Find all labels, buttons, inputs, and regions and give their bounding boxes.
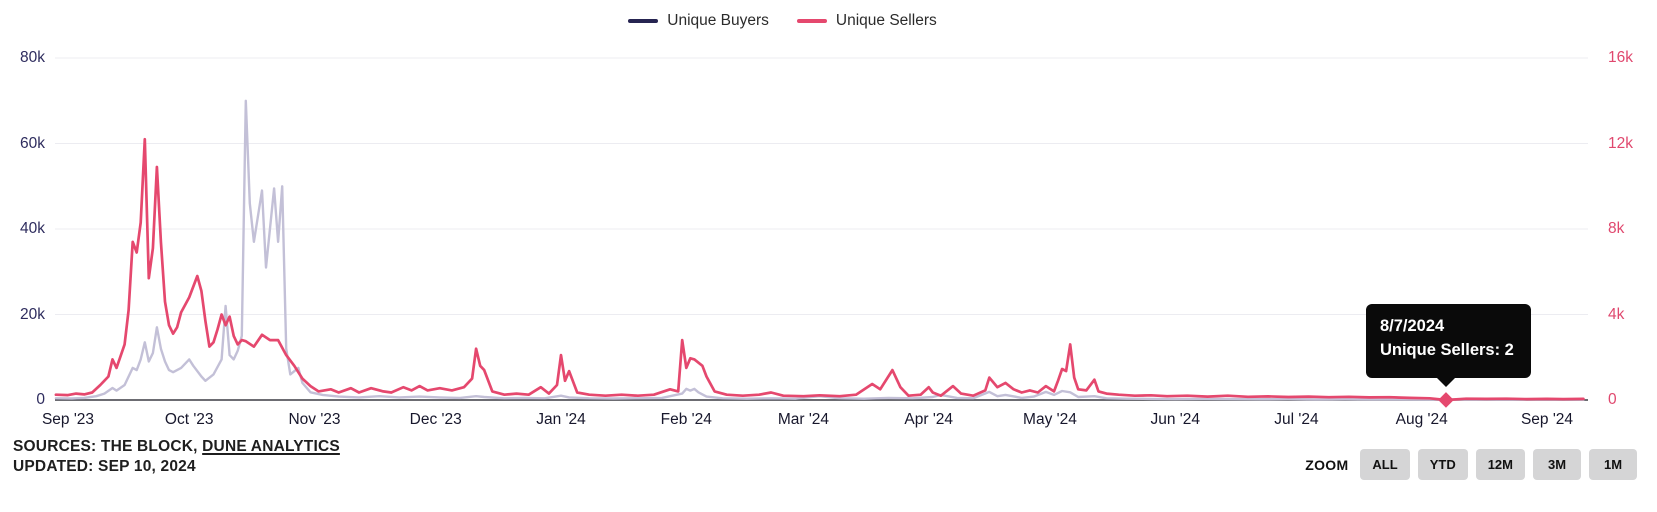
updated-label: UPDATED: SEP 10, 2024 bbox=[13, 458, 196, 476]
zoom-button-1m[interactable]: 1M bbox=[1589, 449, 1637, 480]
x-axis-tick: Feb '24 bbox=[660, 411, 712, 428]
x-axis-tick: Apr '24 bbox=[904, 411, 954, 428]
y-axis-right-tick: 8k bbox=[1608, 220, 1625, 237]
zoom-control: ZOOM ALL YTD 12M 3M 1M bbox=[1305, 449, 1637, 480]
x-axis-tick: Nov '23 bbox=[288, 411, 341, 428]
legend-item-unique-sellers[interactable]: Unique Sellers bbox=[796, 12, 937, 30]
y-axis-left-tick: 60k bbox=[20, 134, 45, 152]
x-axis-tick: Sep '23 bbox=[41, 411, 95, 428]
x-axis-tick: Sep '24 bbox=[1520, 411, 1574, 428]
y-axis-left-tick: 80k bbox=[20, 49, 45, 66]
zoom-button-all[interactable]: ALL bbox=[1360, 449, 1410, 480]
tooltip: 8/7/2024 Unique Sellers: 2 bbox=[1365, 304, 1531, 387]
buyers-line-swatch-icon bbox=[628, 19, 659, 23]
legend-label: Unique Sellers bbox=[835, 12, 937, 29]
y-axis-left-tick: 40k bbox=[20, 220, 45, 237]
highlighted-point-marker bbox=[1438, 392, 1454, 408]
zoom-button-ytd[interactable]: YTD bbox=[1417, 449, 1468, 480]
sellers-line-swatch-icon bbox=[796, 19, 827, 23]
tooltip-date: 8/7/2024 bbox=[1379, 317, 1445, 335]
legend-item-unique-buyers[interactable]: Unique Buyers bbox=[628, 12, 769, 30]
x-axis-tick: Dec '23 bbox=[409, 411, 462, 428]
y-axis-left-tick: 0 bbox=[36, 391, 45, 408]
x-axis-tick: Mar '24 bbox=[777, 411, 830, 428]
x-axis-tick: May '24 bbox=[1023, 411, 1077, 428]
x-axis-tick: Aug '24 bbox=[1395, 411, 1448, 428]
legend-label: Unique Buyers bbox=[667, 12, 769, 29]
y-axis-right-tick: 0 bbox=[1608, 391, 1617, 408]
x-axis-tick: Jun '24 bbox=[1150, 411, 1200, 428]
dune-analytics-link[interactable]: DUNE ANALYTICS bbox=[202, 438, 340, 455]
tooltip-arrow bbox=[1435, 377, 1456, 387]
y-axis-left-tick: 20k bbox=[20, 305, 45, 323]
x-axis-tick: Jul '24 bbox=[1274, 411, 1319, 428]
y-axis-right-tick: 16k bbox=[1608, 49, 1633, 66]
x-axis-tick: Oct '23 bbox=[164, 411, 214, 428]
x-axis-tick: Jan '24 bbox=[536, 411, 586, 428]
chart-legend: Unique Buyers Unique Sellers bbox=[0, 12, 1565, 30]
y-axis-right-tick: 12k bbox=[1608, 134, 1633, 152]
series-line-unique-buyers bbox=[54, 99, 1585, 401]
zoom-label: ZOOM bbox=[1305, 456, 1349, 473]
zoom-button-3m[interactable]: 3M bbox=[1533, 449, 1581, 480]
zoom-buttons-group: ALL YTD 12M 3M 1M bbox=[1360, 449, 1637, 480]
y-axis-right-tick: 4k bbox=[1608, 305, 1625, 323]
sources-block: SOURCES: THE BLOCK, DUNE ANALYTICS UPDAT… bbox=[13, 437, 340, 478]
series-line-unique-sellers bbox=[54, 137, 1585, 402]
sources-label: SOURCES: THE BLOCK, bbox=[13, 438, 198, 455]
zoom-button-12m[interactable]: 12M bbox=[1475, 449, 1525, 480]
tooltip-value: Unique Sellers: 2 bbox=[1379, 340, 1514, 359]
